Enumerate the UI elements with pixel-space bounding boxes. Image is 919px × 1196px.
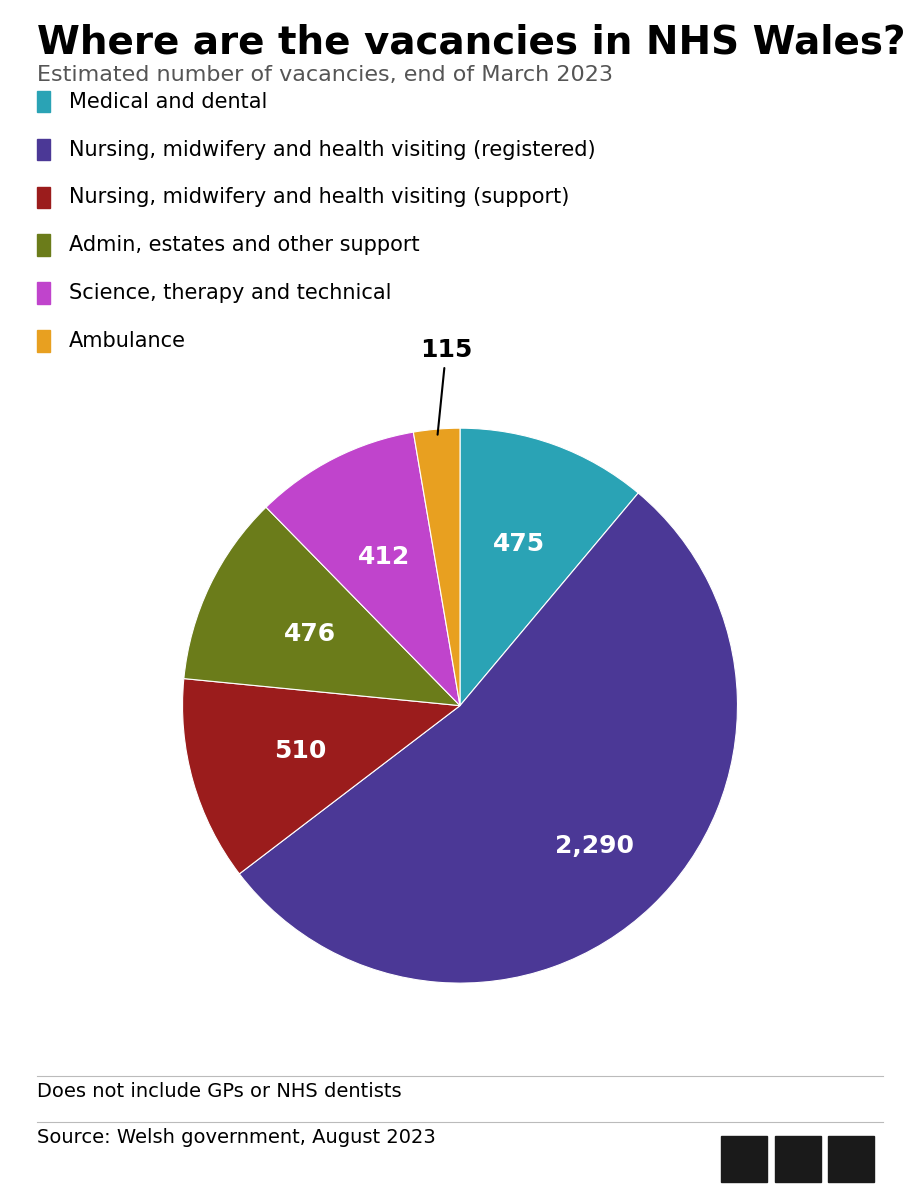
Text: Nursing, midwifery and health visiting (support): Nursing, midwifery and health visiting (… bbox=[69, 188, 569, 207]
Text: Where are the vacancies in NHS Wales?: Where are the vacancies in NHS Wales? bbox=[37, 24, 904, 62]
Text: 412: 412 bbox=[357, 545, 410, 569]
Text: Source: Welsh government, August 2023: Source: Welsh government, August 2023 bbox=[37, 1128, 435, 1147]
Text: 115: 115 bbox=[419, 338, 471, 434]
Text: Does not include GPs or NHS dentists: Does not include GPs or NHS dentists bbox=[37, 1082, 401, 1102]
Text: C: C bbox=[844, 1149, 857, 1168]
Text: Medical and dental: Medical and dental bbox=[69, 92, 267, 111]
Bar bbox=[720, 1136, 766, 1182]
Wedge shape bbox=[184, 507, 460, 706]
Wedge shape bbox=[182, 678, 460, 874]
Text: Admin, estates and other support: Admin, estates and other support bbox=[69, 236, 419, 255]
Bar bbox=[827, 1136, 873, 1182]
Wedge shape bbox=[460, 428, 638, 706]
Text: Nursing, midwifery and health visiting (registered): Nursing, midwifery and health visiting (… bbox=[69, 140, 595, 159]
Text: B: B bbox=[737, 1149, 750, 1168]
Text: B: B bbox=[790, 1149, 803, 1168]
Text: Estimated number of vacancies, end of March 2023: Estimated number of vacancies, end of Ma… bbox=[37, 65, 612, 85]
Text: 2,290: 2,290 bbox=[554, 834, 633, 858]
Text: 476: 476 bbox=[284, 622, 335, 646]
Text: Ambulance: Ambulance bbox=[69, 331, 186, 350]
Wedge shape bbox=[239, 493, 737, 983]
Text: 510: 510 bbox=[273, 739, 325, 763]
Bar bbox=[774, 1136, 820, 1182]
Wedge shape bbox=[413, 428, 460, 706]
Text: 475: 475 bbox=[493, 532, 544, 556]
Wedge shape bbox=[266, 432, 460, 706]
Text: Science, therapy and technical: Science, therapy and technical bbox=[69, 283, 391, 303]
